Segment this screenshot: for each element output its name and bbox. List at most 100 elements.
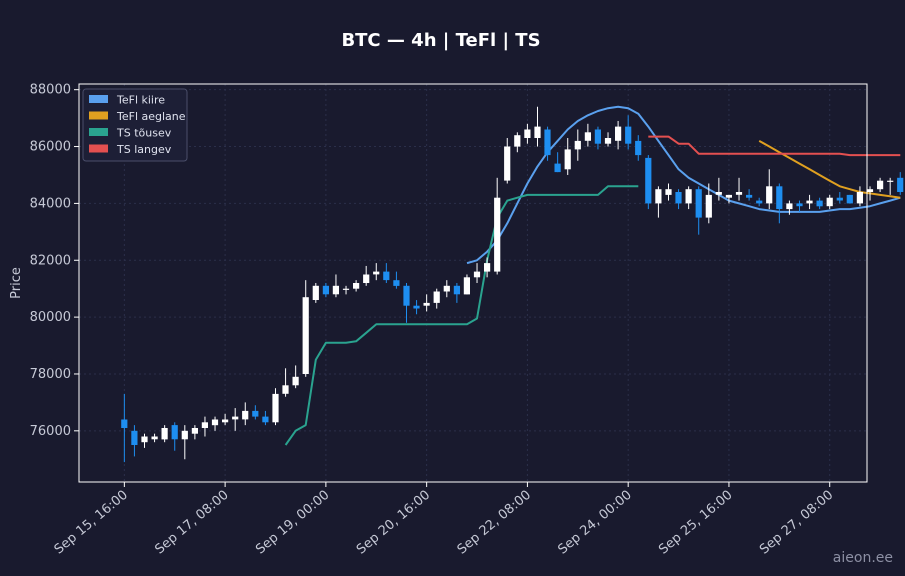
candle-body	[353, 283, 360, 289]
candle-body	[625, 126, 632, 144]
candle-body	[292, 376, 299, 386]
candle-body	[897, 177, 904, 192]
series-line	[648, 135, 901, 157]
candle-body	[695, 189, 702, 218]
candle-body	[806, 200, 813, 204]
candle-body	[826, 197, 833, 207]
candle-body	[735, 192, 743, 195]
y-tick-label: 78000	[30, 367, 71, 382]
candle-body	[322, 285, 329, 295]
candle-body	[191, 428, 198, 434]
legend-swatch	[89, 111, 108, 120]
candle-body	[675, 192, 682, 204]
candle-body	[524, 129, 531, 138]
series-line	[284, 185, 639, 446]
candle-body	[584, 132, 591, 141]
candle-body	[363, 274, 370, 283]
y-tick-label: 82000	[30, 253, 71, 268]
candle-body	[141, 436, 148, 443]
y-axis-label: Price	[9, 267, 24, 299]
candle-body	[484, 263, 491, 272]
candle-body	[201, 422, 208, 428]
candle-body	[776, 186, 783, 209]
legend-swatch	[89, 95, 108, 103]
candle-body	[766, 186, 773, 204]
candle-body	[423, 302, 430, 306]
legend-swatch	[89, 144, 108, 153]
candle-body	[171, 425, 178, 440]
candle-body	[494, 197, 501, 272]
candle-body	[242, 410, 249, 420]
candle-body	[756, 200, 763, 204]
candle-body	[222, 419, 229, 423]
candle-body	[594, 129, 601, 144]
y-tick-label: 86000	[30, 140, 71, 155]
legend-entry: TeFl aeglane	[116, 110, 186, 123]
legend: TeFl kiire TeFl aeglane TS tõusev TS langev	[82, 88, 188, 162]
candle-body	[453, 285, 460, 295]
candle-body	[786, 203, 793, 210]
candle-body	[413, 305, 420, 309]
candle-body	[433, 291, 440, 303]
candle-body	[373, 271, 380, 275]
candle-body	[302, 297, 309, 374]
candle-body	[715, 192, 722, 195]
candle-body	[121, 419, 128, 428]
y-tick-label: 76000	[30, 424, 71, 439]
candle-body	[564, 149, 571, 170]
candle-body	[544, 129, 551, 156]
legend-swatch	[89, 128, 108, 136]
candle-body	[232, 416, 239, 420]
candle-body	[635, 140, 642, 156]
candle-body	[836, 197, 843, 201]
candle-body	[131, 430, 138, 445]
candle-body	[514, 135, 521, 147]
candle-body	[504, 146, 511, 181]
y-tick-label: 84000	[30, 196, 71, 211]
legend-entry: TS langev	[116, 143, 172, 156]
candle-body	[685, 189, 692, 204]
candle-body	[383, 271, 390, 281]
legend-entry: TeFl kiire	[116, 94, 165, 107]
candle-body	[796, 203, 803, 207]
legend-box	[82, 88, 188, 162]
candle-body	[534, 126, 541, 138]
candle-body	[604, 138, 612, 144]
candle-body	[463, 277, 470, 295]
candle-body	[403, 285, 410, 306]
candle-body	[443, 285, 450, 292]
candle-body	[262, 416, 269, 423]
y-tick-label: 80000	[30, 310, 71, 325]
candle-body	[161, 428, 168, 440]
candle-body	[181, 430, 188, 440]
candle-body	[655, 189, 662, 204]
chart-title: BTC — 4h | TeFl | TS	[341, 30, 540, 51]
series-line	[466, 105, 901, 265]
candle-body	[615, 126, 622, 141]
candle-body	[816, 200, 823, 207]
candle-body	[877, 180, 884, 190]
candle-body	[887, 180, 894, 182]
candle-body	[282, 385, 289, 394]
candle-body	[725, 194, 732, 198]
indicator-lines	[284, 105, 901, 446]
candle-body	[846, 194, 853, 204]
candle-body	[332, 285, 339, 295]
candle-body	[252, 410, 259, 417]
candle-body	[665, 189, 672, 195]
candle-body	[645, 157, 652, 204]
candle-body	[272, 393, 279, 423]
candle-body	[312, 285, 319, 300]
candles	[121, 106, 904, 463]
plot-area-frame	[78, 83, 868, 483]
candle-body	[342, 288, 350, 290]
y-tick-label: 88000	[30, 83, 71, 98]
candle-body	[705, 194, 712, 218]
candle-body	[554, 163, 561, 173]
candle-body	[473, 271, 481, 278]
watermark: aieon.ee	[833, 550, 893, 566]
y-axis-ticks: 76000 78000 80000 82000 84000 86000 88000	[30, 83, 79, 439]
